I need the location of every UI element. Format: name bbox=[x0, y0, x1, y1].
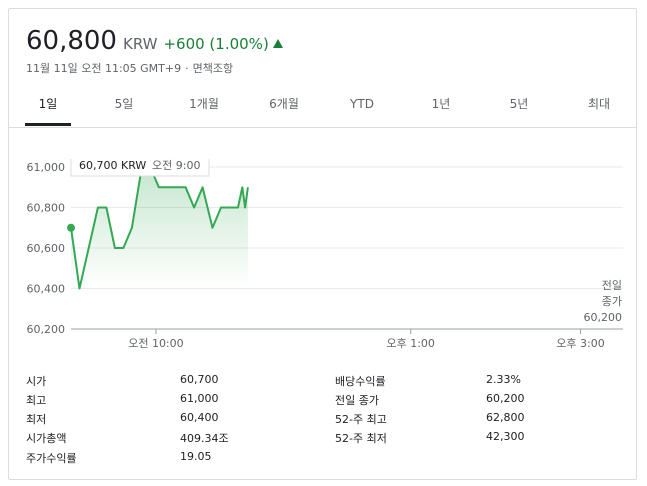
stat-label: 시가 bbox=[26, 375, 47, 388]
stat-value: 60,400 bbox=[180, 411, 219, 424]
price-area bbox=[71, 167, 248, 289]
quote-timestamp: 11월 11일 오전 11:05 GMT+9 bbox=[26, 62, 182, 75]
quote-meta: 11월 11일 오전 11:05 GMT+9 · 면책조항 bbox=[26, 60, 233, 76]
stat-value: 60,700 bbox=[180, 373, 219, 386]
stat-value: 409.34조 bbox=[180, 432, 229, 445]
price-change: +600 (1.00%) bbox=[163, 35, 283, 53]
disclaimer-link[interactable]: 면책조항 bbox=[192, 62, 234, 75]
prev-close-label-line1: 전일 bbox=[602, 278, 622, 292]
tab-6m[interactable]: 6개월 bbox=[269, 97, 299, 111]
tab-1m[interactable]: 1개월 bbox=[189, 97, 219, 111]
stat-value: 19.05 bbox=[180, 450, 212, 463]
stat-label: 52-주 최고 bbox=[335, 413, 387, 426]
tab-5d[interactable]: 5일 bbox=[114, 97, 134, 111]
currency-label: KRW bbox=[122, 35, 158, 53]
stat-label: 최고 bbox=[26, 394, 47, 407]
stat-value: 60,200 bbox=[486, 392, 525, 405]
stat-label: 주가수익률 bbox=[26, 452, 77, 465]
prev-close-label: 전일 종가 60,200 bbox=[584, 278, 623, 324]
stock-quote-card: 60,800 KRW +600 (1.00%) 11월 11일 오전 11:05… bbox=[8, 8, 637, 480]
tooltip-value: 60,700 KRW bbox=[79, 159, 146, 172]
stat-value: 61,000 bbox=[180, 392, 219, 405]
y-tick-label: 60,800 bbox=[27, 202, 66, 215]
price-row: 60,800 KRW +600 (1.00%) bbox=[26, 26, 283, 56]
tab-1y[interactable]: 1년 bbox=[431, 97, 451, 111]
x-tick-label: 오후 3:00 bbox=[556, 337, 604, 350]
x-tick-label: 오전 10:00 bbox=[128, 337, 183, 350]
tab-max[interactable]: 최대 bbox=[587, 97, 611, 111]
range-tabs: 1일 5일 1개월 6개월 YTD 1년 5년 최대 bbox=[9, 87, 636, 128]
tab-5y[interactable]: 5년 bbox=[509, 97, 529, 111]
tab-1d[interactable]: 1일 bbox=[25, 87, 71, 126]
tooltip-time: 오전 9:00 bbox=[152, 159, 200, 172]
start-point-dot bbox=[67, 223, 75, 232]
separator-dot: · bbox=[185, 62, 189, 75]
y-tick-label: 60,600 bbox=[27, 242, 66, 255]
current-price: 60,800 bbox=[26, 26, 117, 56]
prev-close-value: 60,200 bbox=[584, 311, 623, 324]
tooltip-box bbox=[70, 159, 210, 177]
stat-label: 배당수익률 bbox=[335, 375, 386, 388]
y-axis: 61,000 60,800 60,600 60,400 60,200 bbox=[27, 161, 66, 336]
y-tick-label: 60,400 bbox=[27, 283, 66, 296]
y-tick-label: 60,200 bbox=[27, 323, 66, 336]
stat-label: 52-주 최저 bbox=[335, 432, 387, 445]
stat-value: 42,300 bbox=[486, 430, 525, 443]
price-change-value: +600 (1.00%) bbox=[163, 35, 269, 53]
stat-label: 시가총액 bbox=[26, 432, 67, 445]
tooltip: 60,700 KRW 오전 9:00 bbox=[70, 159, 210, 177]
arrow-up-icon bbox=[272, 38, 283, 48]
stat-value: 62,800 bbox=[486, 411, 525, 424]
stat-label: 최저 bbox=[26, 413, 47, 426]
tab-ytd[interactable]: YTD bbox=[350, 97, 374, 111]
price-line bbox=[70, 166, 249, 290]
stat-label: 전일 종가 bbox=[335, 394, 379, 407]
prev-close-label-line2: 종가 bbox=[602, 295, 622, 308]
y-tick-label: 61,000 bbox=[27, 161, 66, 174]
x-tick-label: 오후 1:00 bbox=[386, 337, 434, 350]
stat-value: 2.33% bbox=[486, 373, 521, 386]
x-axis: 오전 10:00 오후 1:00 오후 3:00 bbox=[128, 329, 605, 350]
